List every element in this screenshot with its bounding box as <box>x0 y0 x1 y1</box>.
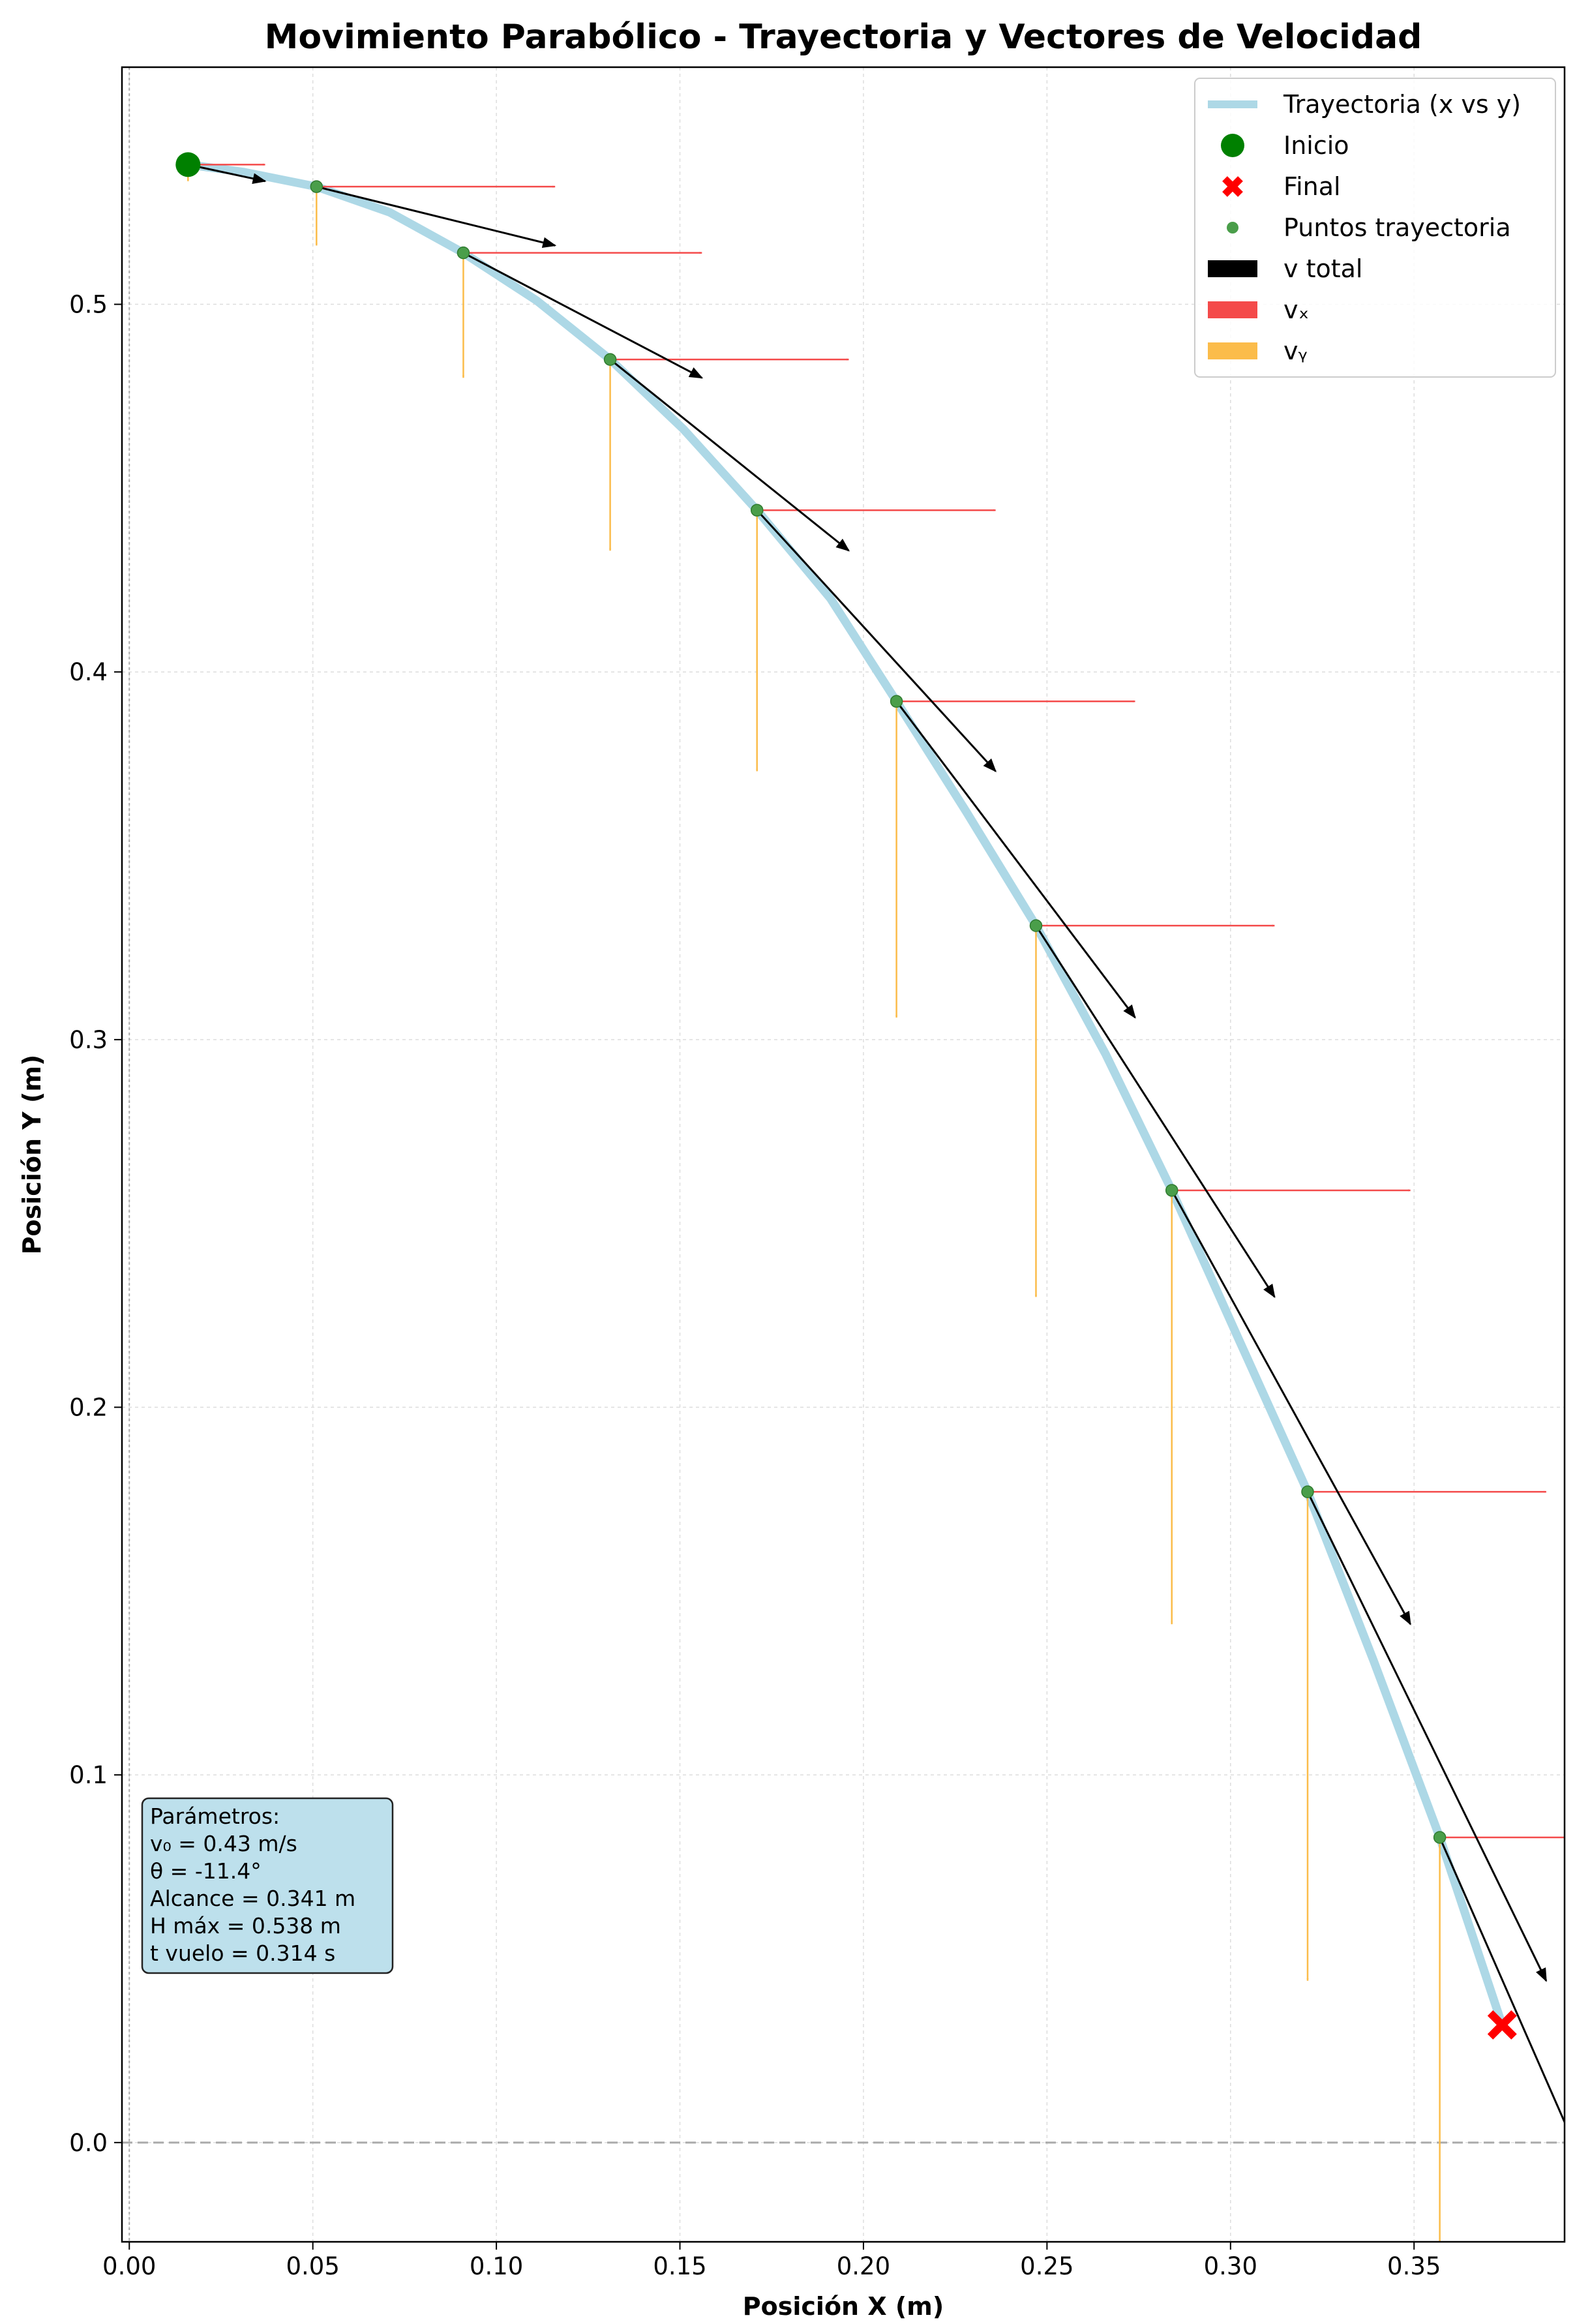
legend-swatch-patch <box>1208 342 1257 359</box>
parameters-line: H máx = 0.538 m <box>150 1913 341 1939</box>
parameters-line: Alcance = 0.341 m <box>150 1886 355 1911</box>
y-tick-label: 0.3 <box>69 1026 108 1054</box>
y-axis-ticks: 0.0 0.1 0.2 0.3 0.4 0.5 <box>69 291 122 2157</box>
legend-label: Inicio <box>1283 131 1349 160</box>
v-total-arrow <box>1439 1837 1565 2125</box>
vx-vectors <box>188 163 1565 1839</box>
parameters-line: Parámetros: <box>150 1803 280 1829</box>
x-tick-label: 0.05 <box>286 2252 339 2280</box>
legend-swatch-end <box>1222 176 1243 197</box>
trajectory-point <box>1433 1831 1447 1844</box>
y-tick-label: 0.5 <box>69 291 108 319</box>
end-marker <box>1487 2010 1517 2040</box>
x-tick-label: 0.00 <box>102 2252 156 2280</box>
parameters-box: Parámetros:v₀ = 0.43 m/sθ = -11.4°Alcanc… <box>141 1797 394 1974</box>
v-total-arrow <box>1306 1491 1548 1982</box>
v-total-arrow <box>1171 1190 1411 1625</box>
legend-swatch-points <box>1227 222 1238 234</box>
x-axis-label: Posición X (m) <box>743 2292 944 2321</box>
v-total-arrow <box>609 358 850 552</box>
parameters-box-bg <box>141 1797 394 1974</box>
x-tick-label: 0.20 <box>837 2252 890 2280</box>
plot-frame <box>121 66 1566 2243</box>
parameters-line: t vuelo = 0.314 s <box>150 1940 335 1966</box>
legend: Trayectoria (x vs y) Inicio Final Puntos tr… <box>1194 78 1556 378</box>
x-tick-label: 0.10 <box>470 2252 523 2280</box>
legend-label: v total <box>1283 254 1362 283</box>
v-total-arrow <box>1035 925 1276 1299</box>
v-total-arrow <box>756 509 997 772</box>
v-total-arrow <box>462 252 704 379</box>
trajectory-point <box>310 180 323 193</box>
legend-label: Final <box>1283 172 1341 201</box>
parameters-line: θ = -11.4° <box>150 1858 262 1884</box>
trajectory-point <box>750 504 764 517</box>
trajectory-point <box>1301 1485 1314 1498</box>
legend-swatch-patch <box>1208 260 1257 277</box>
start-marker <box>175 152 201 177</box>
trajectory-line <box>183 160 1507 2029</box>
legend-label: vᵧ <box>1283 337 1308 365</box>
v-total-arrow <box>316 185 557 249</box>
trajectory-point <box>457 246 470 260</box>
legend-swatch-patch <box>1208 301 1257 318</box>
x-tick-label: 0.30 <box>1204 2252 1257 2280</box>
x-axis-ticks: 0.00 0.05 0.10 0.15 0.20 0.25 0.30 0.35 <box>102 2242 1441 2280</box>
vy-vectors <box>187 164 1441 2242</box>
trajectory-point <box>1165 1184 1178 1197</box>
x-tick-label: 0.25 <box>1020 2252 1073 2280</box>
x-tick-label: 0.35 <box>1387 2252 1441 2280</box>
x-tick-label: 0.15 <box>653 2252 706 2280</box>
v-total-arrow <box>895 701 1136 1019</box>
legend-box <box>1194 78 1556 378</box>
legend-label: vₓ <box>1283 295 1309 324</box>
trajectory-point <box>1029 919 1043 932</box>
y-tick-label: 0.0 <box>69 2129 108 2157</box>
trajectory-points <box>310 180 1447 1844</box>
legend-label: Trayectoria (x vs y) <box>1283 90 1521 119</box>
end-marker-stroke <box>1487 2010 1517 2040</box>
y-tick-label: 0.4 <box>69 658 108 686</box>
trajectory-point <box>890 695 903 708</box>
v-total-arrow <box>187 163 267 184</box>
legend-swatch-start <box>1221 134 1244 157</box>
v-total-vectors <box>187 163 1565 2125</box>
y-tick-label: 0.2 <box>69 1394 108 1422</box>
y-axis-label: Posición Y (m) <box>18 1055 46 1255</box>
plot-area <box>122 67 1565 2242</box>
trajectory-point <box>603 353 617 366</box>
chart-title: Movimiento Parabólico - Trayectoria y Ve… <box>265 18 1422 57</box>
legend-label: Puntos trayectoria <box>1283 213 1511 242</box>
y-tick-label: 0.1 <box>69 1761 108 1789</box>
parameters-line: v₀ = 0.43 m/s <box>150 1831 297 1856</box>
